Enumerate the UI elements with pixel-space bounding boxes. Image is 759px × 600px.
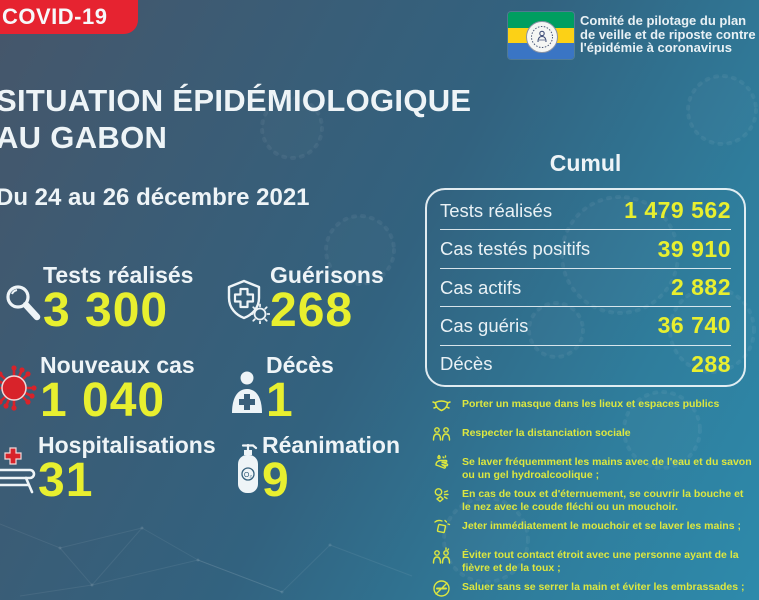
measure-text: Saluer sans se serrer la main et éviter … bbox=[462, 581, 745, 593]
mask-icon bbox=[432, 396, 451, 420]
stat-value: 1 040 bbox=[40, 374, 166, 427]
stat-label: Décès bbox=[266, 352, 334, 378]
cumul-row-label: Décès bbox=[440, 353, 493, 375]
virus-icon bbox=[0, 362, 40, 419]
committee-line-1: Comité de pilotage du plan bbox=[580, 13, 747, 28]
stat-hospitalisations: Hospitalisations 31 bbox=[0, 432, 216, 507]
cumul-row-label: Cas guéris bbox=[440, 314, 529, 336]
stat-tests-realises: Tests réalisés 3 300 bbox=[3, 262, 194, 337]
page-title: SITUATION ÉPIDÉMIOLOGIQUE AU GABON bbox=[0, 82, 471, 156]
stat-label: Réanimation bbox=[262, 432, 401, 458]
measure-throw-tissue: Jeter immédiatement le mouchoir et se la… bbox=[432, 518, 754, 542]
measure-mask: Porter un masque dans les lieux et espac… bbox=[432, 398, 754, 420]
stat-label: Hospitalisations bbox=[38, 432, 216, 458]
throw-tissue-icon bbox=[432, 518, 451, 542]
measure-distancing: Respecter la distanciation sociale bbox=[432, 427, 754, 449]
cumul-table: Tests réalisés 1 479 562 Cas testés posi… bbox=[425, 188, 746, 387]
measure-text: Éviter tout contact étroit avec une pers… bbox=[462, 549, 739, 574]
stat-deces: Décès 1 bbox=[228, 352, 334, 427]
stat-value: 31 bbox=[38, 454, 94, 507]
stat-nouveaux-cas: Nouveaux cas 1 040 bbox=[0, 352, 195, 427]
measure-text: Se laver fréquemment les mains avec de l… bbox=[462, 456, 752, 481]
cumul-row-deces: Décès 288 bbox=[440, 346, 731, 383]
cumul-row-tests: Tests réalisés 1 479 562 bbox=[440, 192, 731, 231]
cumul-row-label: Tests réalisés bbox=[440, 199, 553, 221]
cumul-row-value: 36 740 bbox=[657, 312, 731, 339]
measure-no-handshake: Saluer sans se serrer la main et éviter … bbox=[432, 579, 754, 600]
measure-avoid-contact: Éviter tout contact étroit avec une pers… bbox=[432, 547, 754, 574]
sneeze-icon bbox=[432, 486, 451, 510]
measure-wash-hands: Se laver fréquemment les mains avec de l… bbox=[432, 454, 754, 481]
oxygen-label: O₂ bbox=[244, 472, 252, 479]
committee-line-3: l'épidémie à coronavirus bbox=[580, 40, 732, 55]
page-title-line-1: SITUATION ÉPIDÉMIOLOGIQUE bbox=[0, 83, 472, 118]
stat-reanimation: O₂ Réanimation 9 bbox=[235, 432, 401, 507]
avoid-contact-icon bbox=[432, 547, 451, 571]
gabon-flag bbox=[508, 12, 574, 59]
social-distancing-icon bbox=[432, 425, 451, 449]
measure-cough: En cas de toux et d'éternuement, se couv… bbox=[432, 488, 754, 513]
cumul-row-value: 2 882 bbox=[670, 274, 731, 301]
stat-value: 1 bbox=[266, 374, 294, 427]
committee-text: Comité de pilotage du plan de veille et … bbox=[580, 14, 759, 55]
stat-value: 9 bbox=[262, 454, 290, 507]
magnifier-icon bbox=[3, 282, 43, 329]
hospital-bed-icon bbox=[0, 444, 38, 499]
stat-label: Guérisons bbox=[270, 262, 384, 288]
page-title-line-2: AU GABON bbox=[0, 120, 168, 155]
cumul-row-value: 288 bbox=[691, 350, 731, 377]
cumul-row-label: Cas actifs bbox=[440, 276, 522, 298]
cumul-row-label: Cas testés positifs bbox=[440, 238, 591, 260]
cumul-row-actifs: Cas actifs 2 882 bbox=[440, 269, 731, 308]
report-period: Du 24 au 26 décembre 2021 bbox=[0, 184, 310, 211]
flag-stripe-green bbox=[508, 12, 574, 28]
person-cross-icon bbox=[228, 370, 266, 419]
cumul-title: Cumul bbox=[549, 150, 622, 176]
prevention-measures-list: Porter un masque dans les lieux et espac… bbox=[432, 398, 754, 600]
oxygen-tank-icon: O₂ bbox=[235, 442, 262, 499]
covid-banner-label: COVID-19 bbox=[2, 4, 108, 29]
measure-text: Respecter la distanciation sociale bbox=[462, 427, 631, 439]
stat-guerisons: Guérisons 268 bbox=[224, 262, 384, 337]
cumul-row-value: 1 479 562 bbox=[624, 197, 731, 224]
no-handshake-icon bbox=[432, 579, 451, 600]
measure-text: En cas de toux et d'éternuement, se couv… bbox=[462, 488, 744, 513]
stat-value: 268 bbox=[270, 284, 354, 337]
committee-line-2: de veille et de riposte contre bbox=[580, 26, 756, 42]
measure-text: Porter un masque dans les lieux et espac… bbox=[462, 398, 720, 410]
wash-hands-icon bbox=[432, 454, 451, 478]
stat-label: Tests réalisés bbox=[43, 262, 194, 288]
covid-banner: COVID-19 bbox=[0, 0, 138, 34]
cumul-row-positifs: Cas testés positifs 39 910 bbox=[440, 230, 731, 269]
measure-text: Jeter immédiatement le mouchoir et se la… bbox=[462, 520, 741, 532]
stat-label: Nouveaux cas bbox=[40, 352, 195, 378]
cumul-row-gueris: Cas guéris 36 740 bbox=[440, 307, 731, 346]
cumul-row-value: 39 910 bbox=[657, 235, 731, 262]
shield-cross-virus-icon bbox=[224, 278, 271, 329]
stat-value: 3 300 bbox=[43, 284, 169, 337]
gabon-seal-icon bbox=[526, 20, 558, 53]
